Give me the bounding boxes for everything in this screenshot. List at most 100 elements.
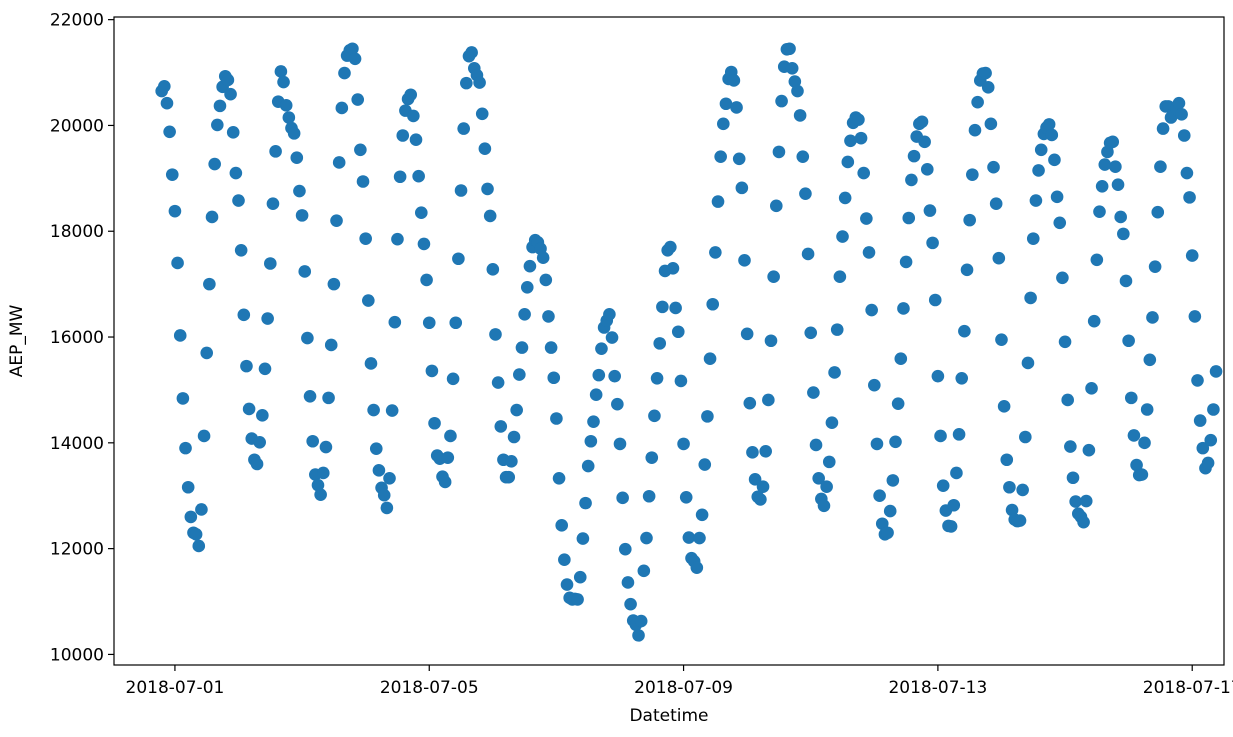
- data-point: [860, 212, 873, 225]
- data-point: [412, 169, 425, 183]
- data-point: [298, 265, 312, 278]
- data-point: [385, 404, 399, 417]
- x-tick-label: 2018-07-09: [634, 678, 733, 698]
- data-point: [369, 442, 383, 455]
- data-point: [1090, 253, 1104, 267]
- data-point: [362, 294, 375, 307]
- data-point: [486, 263, 500, 276]
- data-point: [703, 352, 717, 366]
- data-point: [195, 503, 208, 516]
- data-point: [441, 451, 455, 464]
- data-point: [944, 520, 958, 533]
- data-point: [825, 416, 839, 430]
- data-point: [203, 277, 216, 291]
- data-point: [176, 392, 190, 405]
- data-point: [1029, 194, 1043, 207]
- data-point: [221, 73, 235, 87]
- data-point: [407, 109, 420, 123]
- data-point: [200, 346, 214, 360]
- data-point: [1048, 153, 1061, 167]
- data-point: [1016, 483, 1029, 497]
- data-point: [873, 489, 886, 503]
- data-point: [264, 257, 277, 270]
- data-point: [1098, 158, 1112, 171]
- data-point: [595, 342, 608, 355]
- data-point: [862, 246, 876, 259]
- data-point: [494, 420, 508, 433]
- data-point: [748, 473, 762, 486]
- data-point: [698, 458, 712, 471]
- data-point: [256, 409, 269, 422]
- data-point: [1177, 129, 1191, 142]
- data-point: [807, 386, 820, 399]
- data-point: [558, 553, 571, 567]
- data-point: [1196, 441, 1210, 455]
- data-point: [947, 498, 961, 512]
- data-point: [1154, 160, 1167, 173]
- data-point: [679, 491, 693, 504]
- data-point: [740, 327, 754, 341]
- data-point: [237, 308, 251, 322]
- data-point: [894, 352, 908, 366]
- data-point: [711, 195, 725, 208]
- data-point: [457, 122, 470, 135]
- data-point: [354, 143, 367, 157]
- data-point: [1045, 128, 1059, 142]
- data-point: [1093, 205, 1106, 218]
- data-point: [425, 364, 439, 378]
- data-point: [754, 493, 767, 506]
- data-point: [250, 457, 264, 471]
- y-tick-label: 22000: [50, 11, 104, 31]
- data-point: [664, 240, 677, 254]
- data-point: [1058, 335, 1072, 349]
- data-point: [717, 117, 730, 131]
- data-point: [648, 409, 661, 423]
- data-point: [261, 312, 274, 325]
- data-point: [258, 362, 272, 376]
- data-point: [1000, 453, 1014, 467]
- data-point: [923, 204, 937, 217]
- data-point: [870, 437, 884, 451]
- data-point: [833, 270, 847, 284]
- data-point: [171, 256, 184, 270]
- data-point: [1124, 391, 1138, 405]
- data-point: [958, 324, 971, 338]
- data-point: [883, 504, 897, 518]
- y-tick-label: 12000: [50, 540, 104, 560]
- data-point: [282, 111, 296, 124]
- data-point: [783, 42, 796, 56]
- data-point: [266, 197, 280, 211]
- data-point: [391, 232, 404, 246]
- data-point: [952, 428, 966, 441]
- data-point: [396, 129, 410, 142]
- data-point: [587, 415, 600, 428]
- data-point: [460, 76, 473, 90]
- data-point: [992, 251, 1006, 265]
- data-point: [242, 402, 256, 416]
- data-point: [229, 166, 243, 180]
- data-point: [854, 131, 868, 145]
- x-tick-label: 2018-07-13: [888, 678, 987, 698]
- data-point: [653, 337, 667, 350]
- data-point: [971, 95, 984, 109]
- data-point: [274, 65, 288, 78]
- data-point: [539, 273, 553, 287]
- data-point: [995, 333, 1008, 346]
- data-point: [642, 489, 656, 503]
- data-point: [520, 281, 534, 294]
- data-point: [356, 175, 370, 188]
- data-point: [886, 474, 900, 487]
- data-point: [165, 168, 179, 181]
- data-point: [881, 526, 894, 540]
- data-point: [799, 187, 812, 200]
- data-point: [552, 471, 566, 485]
- data-point: [936, 479, 950, 492]
- data-point: [1095, 179, 1109, 193]
- data-point: [764, 334, 778, 348]
- data-point: [640, 531, 653, 545]
- data-point: [1087, 314, 1101, 328]
- x-tick-label: 2018-07-01: [126, 678, 225, 698]
- data-point: [560, 578, 574, 591]
- data-point: [1069, 495, 1082, 508]
